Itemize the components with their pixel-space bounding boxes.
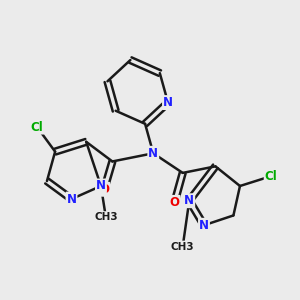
Text: N: N: [163, 96, 173, 109]
Text: N: N: [96, 179, 106, 193]
Text: N: N: [148, 147, 158, 160]
Text: N: N: [184, 194, 194, 207]
Text: CH3: CH3: [171, 242, 194, 251]
Text: O: O: [169, 196, 179, 209]
Text: Cl: Cl: [265, 170, 278, 183]
Text: CH3: CH3: [94, 212, 118, 222]
Text: N: N: [199, 219, 209, 232]
Text: O: O: [99, 183, 109, 196]
Text: N: N: [67, 193, 76, 206]
Text: Cl: Cl: [31, 121, 44, 134]
